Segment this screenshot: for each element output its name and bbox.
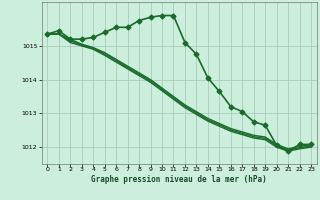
X-axis label: Graphe pression niveau de la mer (hPa): Graphe pression niveau de la mer (hPa) bbox=[91, 175, 267, 184]
